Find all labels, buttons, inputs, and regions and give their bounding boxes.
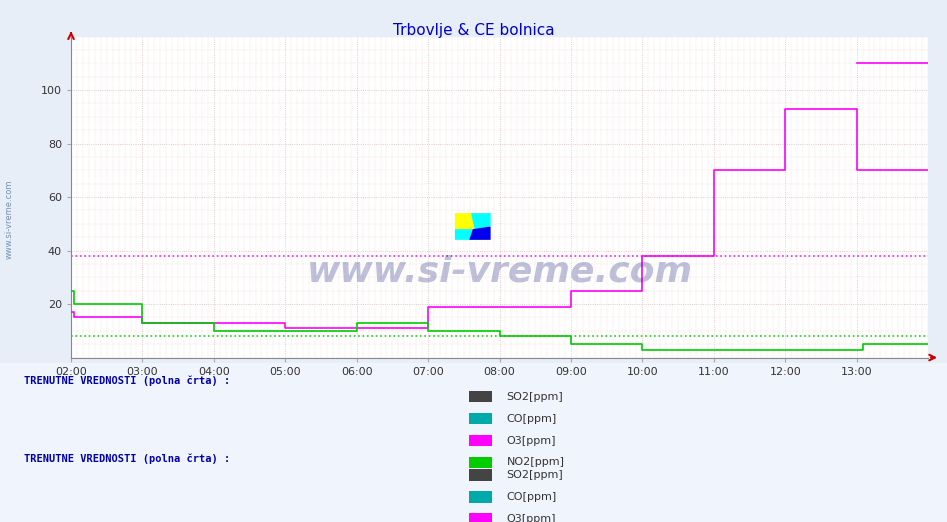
Polygon shape — [469, 227, 491, 240]
Text: O3[ppm]: O3[ppm] — [507, 514, 556, 522]
Polygon shape — [455, 213, 474, 229]
Polygon shape — [455, 229, 473, 240]
Text: O3[ppm]: O3[ppm] — [507, 435, 556, 446]
Text: TRENUTNE VREDNOSTI (polna črta) :: TRENUTNE VREDNOSTI (polna črta) : — [24, 454, 230, 464]
Text: NO2[ppm]: NO2[ppm] — [507, 457, 564, 468]
Text: TRENUTNE VREDNOSTI (polna črta) :: TRENUTNE VREDNOSTI (polna črta) : — [24, 375, 230, 386]
Text: www.si-vreme.com: www.si-vreme.com — [5, 180, 14, 259]
Text: SO2[ppm]: SO2[ppm] — [507, 470, 563, 480]
Text: CO[ppm]: CO[ppm] — [507, 492, 557, 502]
Text: CO[ppm]: CO[ppm] — [507, 413, 557, 424]
Text: SO2[ppm]: SO2[ppm] — [507, 392, 563, 402]
Polygon shape — [471, 213, 491, 229]
Text: www.si-vreme.com: www.si-vreme.com — [307, 255, 692, 289]
Text: Trbovlje & CE bolnica: Trbovlje & CE bolnica — [393, 23, 554, 39]
